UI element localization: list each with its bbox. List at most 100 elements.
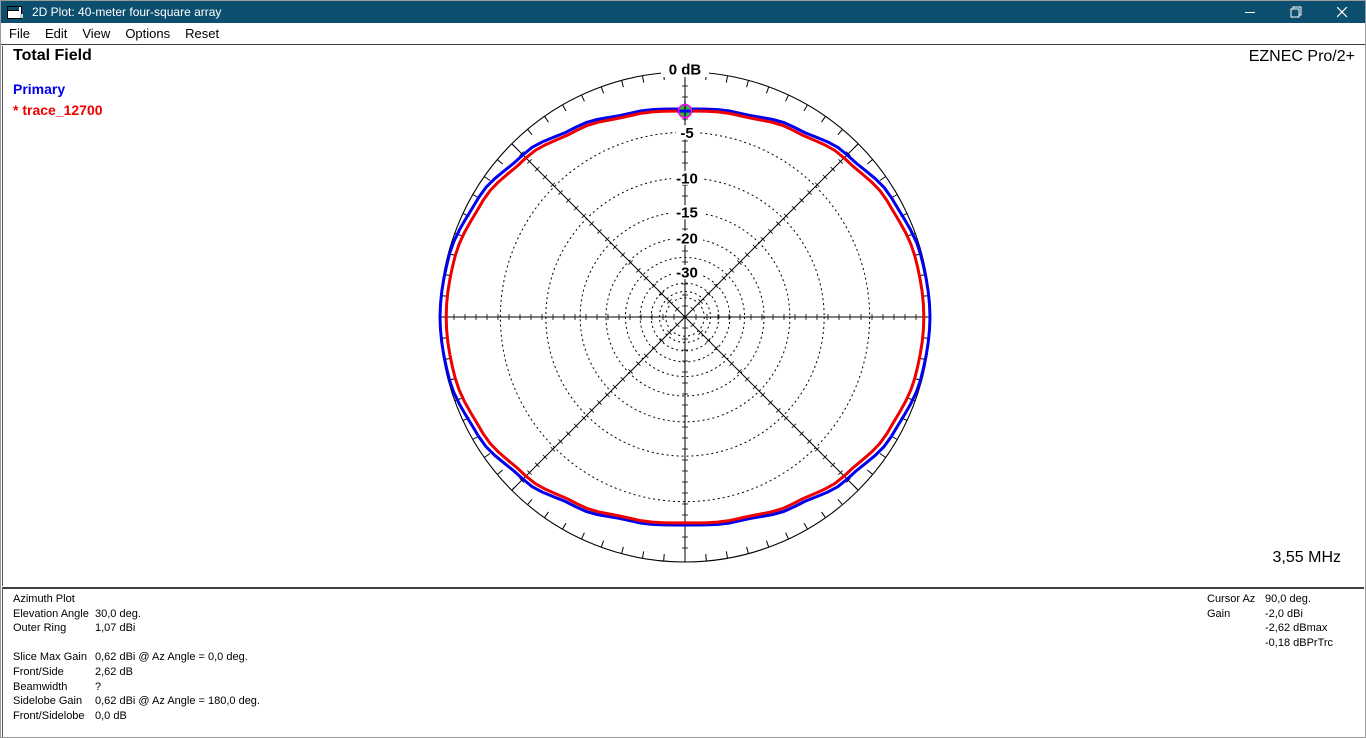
cursor-info-row: Cursor Az 90,0 deg. [1207,593,1333,608]
menu-item-edit[interactable]: Edit [44,26,68,41]
radial-tick [698,330,703,335]
menu-bar: File Edit View Options Reset [1,23,1365,45]
azimuth-info-label: Front/Sidelobe [13,709,85,722]
restore-button[interactable] [1273,1,1319,23]
azimuth-info-block: Azimuth Plot Elevation Angle 30,0 deg. Oute… [13,593,260,724]
radial-line [684,143,859,318]
radial-tick [589,407,595,413]
radial-tick [635,267,641,273]
ring-tick [866,469,874,475]
ring-label: -15 [676,205,698,222]
ring-tick [852,484,859,491]
app-name-label: EZNEC Pro/2+ [1248,48,1355,65]
ring-tick [484,176,491,181]
radial-tick [597,400,602,405]
radial-tick [768,229,773,234]
menu-item-reset[interactable]: Reset [185,26,220,41]
cursor-info-value: 90,0 deg. [1265,593,1311,605]
radial-tick [534,166,540,172]
ring-label: -10 [676,170,698,187]
radial-tick [698,299,703,304]
radial-tick [620,252,626,258]
polar-plot[interactable]: 0 dB -5 -10 -15 -20 -30 [435,62,935,572]
radial-tick [775,407,781,413]
ring-tick [746,80,749,88]
radial-tick [604,236,610,242]
ring-tick [785,532,789,540]
radial-tick [534,462,540,468]
cursor-info-value: -2,62 dBmax [1265,622,1328,635]
minimize-button[interactable] [1227,1,1273,23]
radial-tick [674,306,680,312]
radial-tick [807,190,812,195]
ring-label: -30 [676,265,698,282]
radial-tick [752,384,758,390]
radial-tick [643,353,649,359]
azimuth-info-label: Slice Max Gain [13,651,87,664]
primary-trace-label[interactable]: Primary [13,81,66,97]
radial-line [511,316,686,491]
radial-tick [713,345,719,351]
radial-tick [705,291,711,297]
trace-trace_12700[interactable] [444,109,926,525]
radial-tick [573,205,579,211]
ring-tick [821,116,826,123]
radial-tick [760,236,766,242]
radial-tick [737,369,742,374]
radial-tick [519,477,525,483]
frequency-label: 3,55 MHz [1272,549,1341,566]
radial-tick [527,159,532,164]
cursor-info-block: Cursor Az 90,0 deg. Gain -2,0 dBi -2,62 dBma… [1207,593,1333,651]
ring-tick [785,94,789,102]
azimuth-info-row: Front/Sidelobe 0,0 dB [13,710,260,725]
azimuth-info-row: Elevation Angle 30,0 deg. [13,608,260,623]
cursor-info-label: Gain [1207,607,1231,620]
radial-tick [705,337,711,343]
ring-tick [484,453,491,458]
close-button[interactable] [1319,1,1365,23]
ring-tick [866,159,874,165]
secondary-trace-label[interactable]: * trace_12700 [13,102,103,118]
cursor-info-row: -0,18 dBPrTrc [1207,637,1333,652]
radial-tick [581,213,587,219]
ring-tick [562,522,567,530]
radial-tick [628,369,633,374]
azimuth-info-row: Beamwidth? [13,681,260,696]
radial-tick [667,330,672,335]
cursor-marker[interactable] [677,103,693,119]
radial-tick [690,306,696,312]
cursor-info-value: -2,0 dBi [1265,607,1303,620]
azimuth-info-value: 1,07 dBi [95,622,136,635]
cursor-info-label: Cursor Az [1207,593,1256,605]
radial-tick [783,415,789,421]
radial-tick [729,361,735,367]
ring-tick [641,551,645,559]
radial-tick [659,337,665,343]
menu-item-options[interactable]: Options [125,26,171,41]
azimuth-info-value: 0,62 dBi @ Az Angle = 180,0 deg. [95,695,260,708]
radial-tick [519,151,525,157]
ring-label: -5 [680,125,693,142]
menu-item-view[interactable]: View [82,26,111,41]
azimuth-info-label: Front/Side [13,665,64,678]
ring-tick [544,511,549,518]
field-type-label: Total Field [13,47,92,64]
radial-tick [752,244,758,250]
radial-line [511,143,686,318]
azimuth-info-value: 0,0 dB [95,709,127,722]
radial-tick [799,431,805,437]
azimuth-info-value: 30,0 deg. [95,607,141,620]
radial-tick [550,182,556,188]
ring-tick [663,554,665,562]
cursor-info-row: Gain -2,0 dBi [1207,608,1333,623]
trace-primary[interactable] [438,107,932,527]
menu-item-file[interactable]: File [9,26,30,41]
azimuth-info-label: Elevation Angle [13,607,89,620]
cursor-info-value: -0,18 dBPrTrc [1265,636,1334,649]
radial-tick [737,260,742,265]
radial-tick [674,322,680,328]
radial-tick [558,439,563,444]
azimuth-info-row: Outer Ring 1,07 dBi [13,622,260,637]
ring-tick [544,116,549,123]
ring-tick [765,540,770,548]
